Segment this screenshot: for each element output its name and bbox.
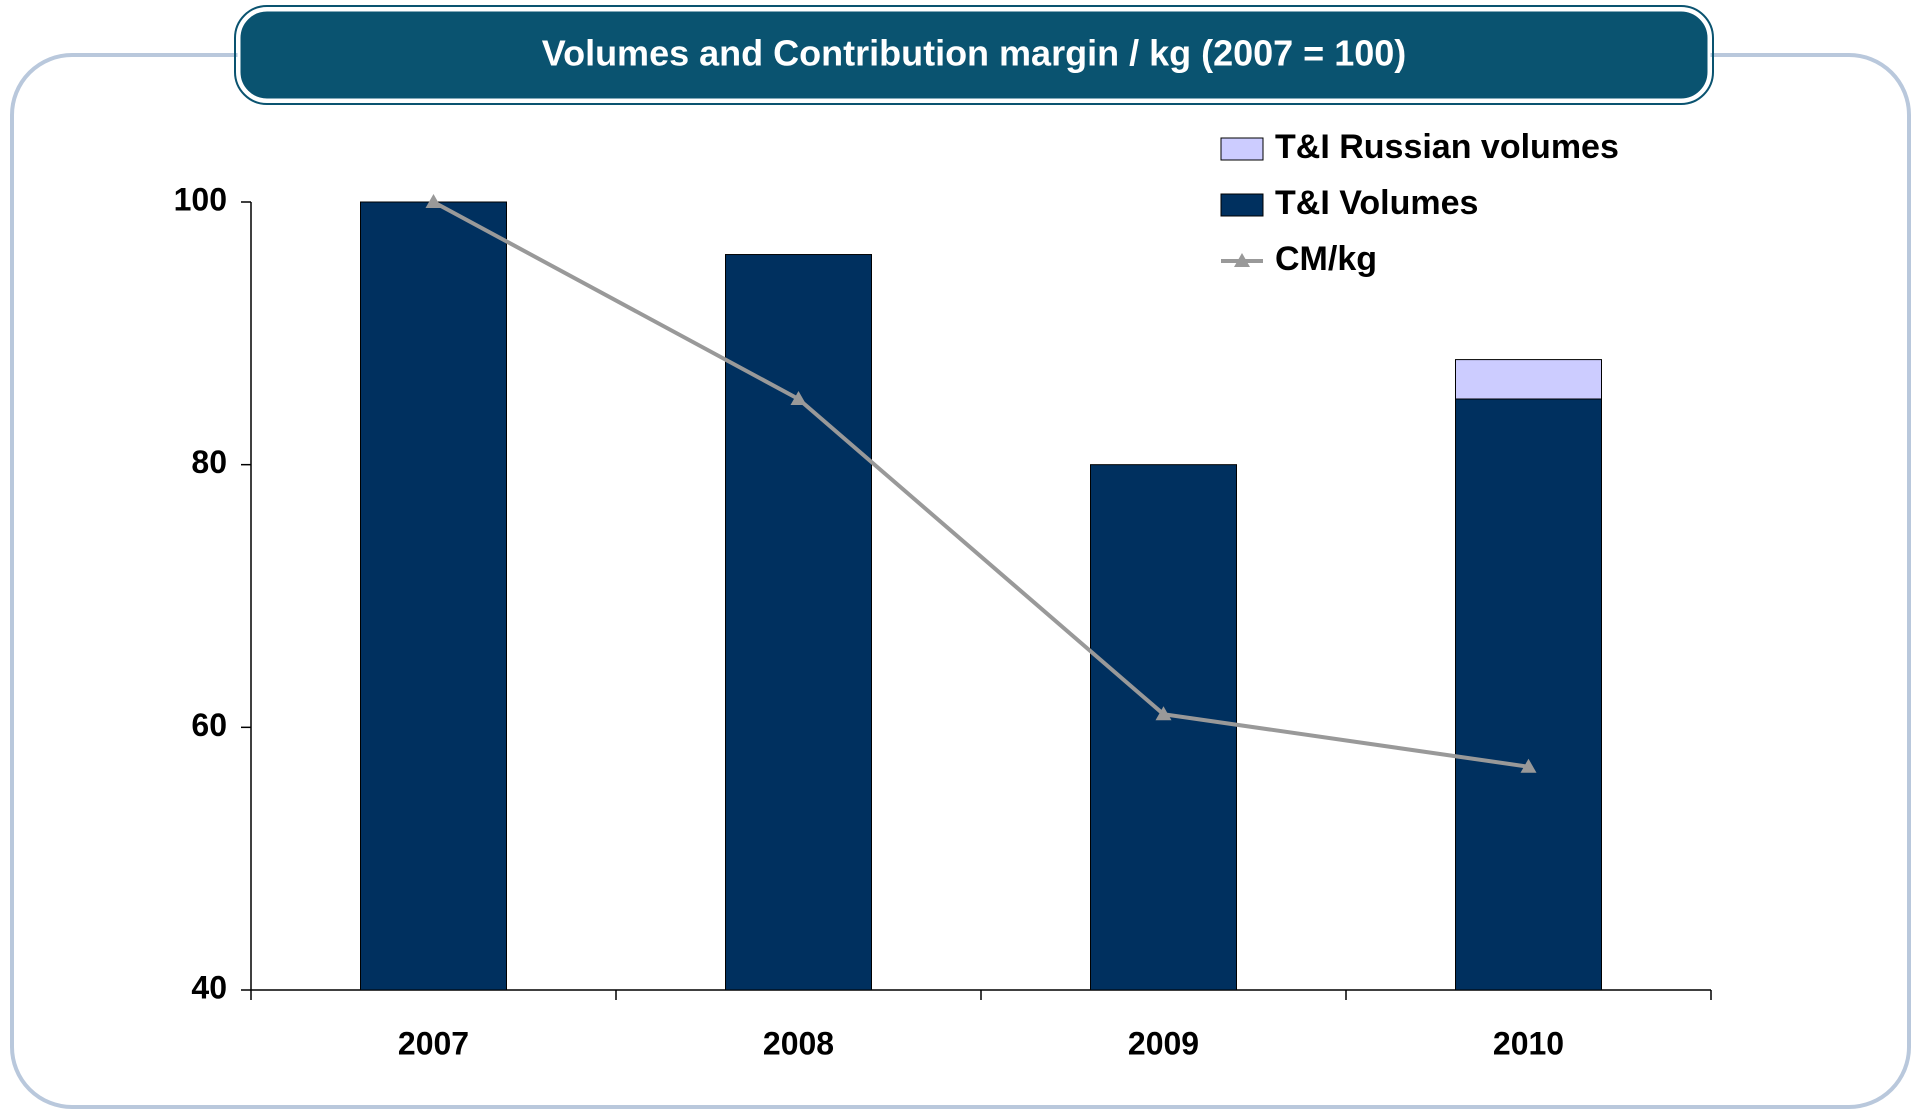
x-tick-label: 2010	[1493, 1025, 1564, 1061]
x-tick-label: 2008	[763, 1025, 834, 1061]
marker	[1155, 706, 1172, 721]
y-tick-label: 80	[191, 444, 227, 480]
legend-swatch	[1220, 193, 1264, 217]
title-box-border	[234, 5, 1714, 105]
title-box	[237, 8, 1711, 102]
bar	[725, 254, 872, 991]
legend-label: T&I Volumes	[1275, 184, 1478, 222]
x-tick-label: 2009	[1128, 1025, 1199, 1061]
y-tick-label: 60	[191, 707, 227, 743]
y-tick-label: 40	[191, 969, 227, 1005]
marker	[790, 391, 807, 405]
bar	[360, 201, 507, 991]
y-tick-label: 100	[174, 181, 227, 217]
legend-label: T&I Russian volumes	[1275, 128, 1619, 166]
chart-title: Volumes and Contribution margin / kg (20…	[542, 33, 1407, 74]
bar	[1090, 464, 1237, 991]
marker	[425, 194, 442, 208]
marker	[1520, 758, 1537, 773]
legend-label: CM/kg	[1275, 240, 1377, 278]
legend-marker	[1234, 253, 1250, 267]
legend-swatch	[1220, 137, 1264, 161]
x-tick-label: 2007	[398, 1025, 469, 1061]
bar	[1455, 398, 1602, 991]
bar	[1455, 359, 1602, 400]
frame	[10, 53, 1911, 1109]
line	[432, 200, 1529, 769]
